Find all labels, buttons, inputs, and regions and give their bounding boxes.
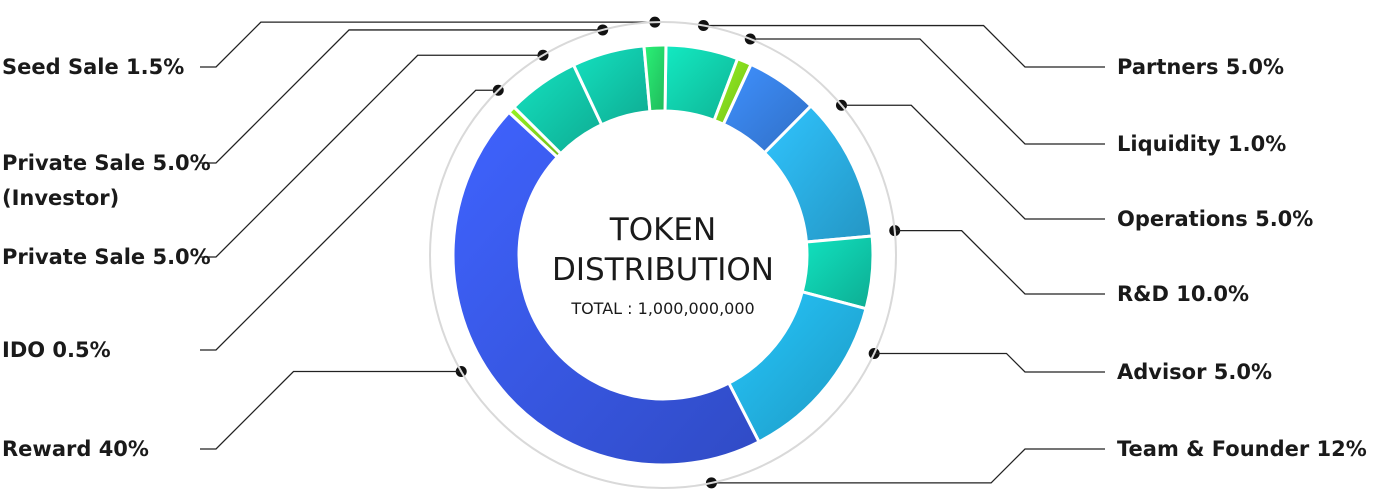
slice-label-partners: Partners 5.0% xyxy=(1117,55,1284,79)
slice-label-private-sale-investor: Private Sale 5.0% (Investor) xyxy=(2,151,211,210)
leader-line-0 xyxy=(703,24,1105,68)
slice-label-value: 1.5% xyxy=(126,55,184,79)
slice-label-name: Private Sale xyxy=(2,151,152,175)
slice-label-value: 1.0% xyxy=(1228,132,1286,156)
slice-label-sublabel: (Investor) xyxy=(2,186,119,210)
slice-label-value: 10.0% xyxy=(1176,282,1249,306)
slice-label-value: 5.0% xyxy=(1255,207,1313,231)
leader-line-7 xyxy=(200,89,499,351)
slice-label-name: Seed Sale xyxy=(2,55,126,79)
chart-title-line2: DISTRIBUTION xyxy=(552,252,774,288)
slice-label-name: Operations xyxy=(1117,207,1255,231)
slice-label-name: Private Sale xyxy=(2,245,152,269)
donut-slices xyxy=(451,43,875,467)
center-label: TOKEN DISTRIBUTION TOTAL : 1,000,000,000 xyxy=(552,212,774,318)
slice-label-team-and-founder: Team & Founder 12% xyxy=(1117,437,1367,461)
slice-label-value: 5.0% xyxy=(1214,360,1272,384)
slice-label-name: Liquidity xyxy=(1117,132,1228,156)
leader-line-10 xyxy=(200,21,655,68)
slice-label-liquidity: Liquidity 1.0% xyxy=(1117,132,1286,156)
slice-reward xyxy=(451,110,761,467)
slice-label-ido: IDO 0.5% xyxy=(2,338,111,362)
slice-label-randd: R&D 10.0% xyxy=(1117,282,1249,306)
leader-line-3 xyxy=(894,229,1105,295)
slice-label-name: Reward xyxy=(2,437,99,461)
slice-label-advisor: Advisor 5.0% xyxy=(1117,360,1272,384)
chart-title-line1: TOKEN xyxy=(609,212,716,248)
leader-line-9 xyxy=(200,29,603,164)
slice-label-value: 0.5% xyxy=(52,338,110,362)
leader-line-6 xyxy=(200,370,462,450)
slice-label-name: Partners xyxy=(1117,55,1226,79)
leader-line-5 xyxy=(711,448,1105,484)
slice-label-value: 5.0% xyxy=(152,245,210,269)
slice-label-private-sale: Private Sale 5.0% xyxy=(2,245,211,269)
slice-seed-sale xyxy=(642,43,668,114)
slice-label-value: 5.0% xyxy=(1226,55,1284,79)
slice-label-value: 40% xyxy=(99,437,149,461)
chart-subtitle: TOTAL : 1,000,000,000 xyxy=(570,299,754,318)
leader-line-8 xyxy=(200,54,543,258)
leader-lines xyxy=(200,16,1105,489)
slice-label-name: Advisor xyxy=(1117,360,1214,384)
slice-label-value: 5.0% xyxy=(152,151,210,175)
slice-label-value: 12% xyxy=(1317,437,1367,461)
slice-label-seed-sale: Seed Sale 1.5% xyxy=(2,55,184,79)
slice-labels: Partners 5.0% Liquidity 1.0% Operations 5.… xyxy=(2,55,1367,461)
outer-ring xyxy=(429,21,897,489)
leader-line-1 xyxy=(750,38,1105,145)
slice-label-name: Team & Founder xyxy=(1117,437,1317,461)
leader-line-4 xyxy=(874,352,1105,373)
leader-line-2 xyxy=(841,104,1105,220)
slice-label-operations: Operations 5.0% xyxy=(1117,207,1313,231)
slice-label-reward: Reward 40% xyxy=(2,437,149,461)
slice-label-name: IDO xyxy=(2,338,52,362)
slice-label-name: R&D xyxy=(1117,282,1176,306)
